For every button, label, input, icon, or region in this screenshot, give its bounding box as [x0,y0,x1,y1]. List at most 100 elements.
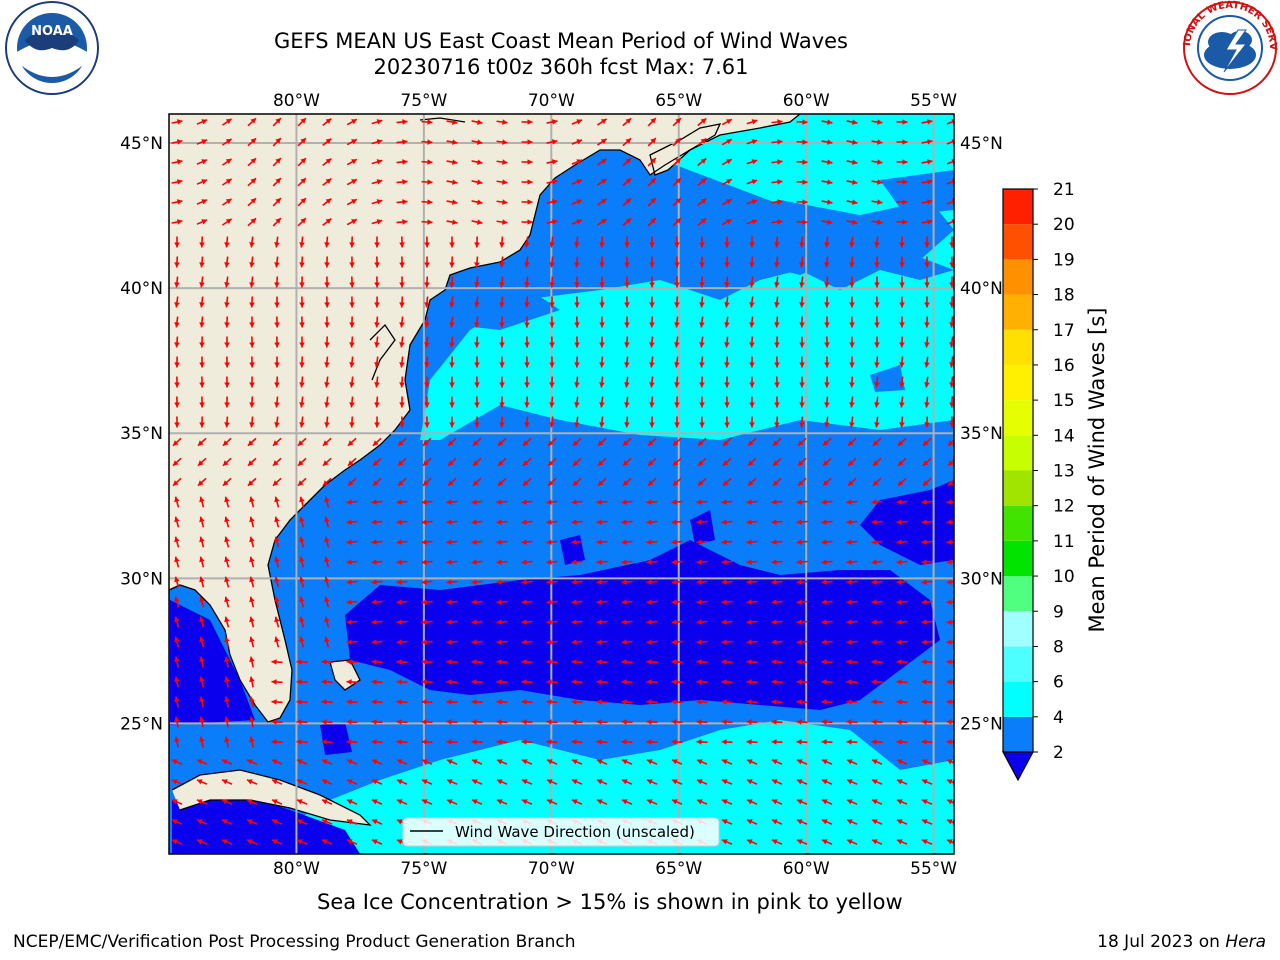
wave-arrow [199,336,205,348]
wave-arrow [824,376,830,388]
wave-arrow [946,819,954,825]
wave-arrow [222,457,232,467]
wave-arrow [424,316,430,328]
wave-arrow [897,477,907,487]
wave-arrow [799,316,805,328]
wave-arrow [421,799,433,805]
wave-arrow [546,199,558,205]
lon-tick-label: 75°W [400,91,447,111]
wave-arrow [721,779,733,785]
colorbar-segment [1003,540,1033,577]
wave-arrow [649,236,655,248]
wave-arrow [324,536,330,548]
wave-arrow [771,799,783,805]
wave-arrow [674,236,680,248]
colorbar-tick-label: 8 [1053,637,1064,657]
wave-arrow [821,199,833,205]
wave-arrow [421,739,433,745]
wave-arrow [746,139,758,145]
wave-arrow [749,296,755,308]
wave-arrow [796,679,808,685]
wave-arrow [596,779,608,785]
wave-arrow [174,496,180,508]
wave-arrow [671,679,683,685]
wave-arrow [499,316,505,328]
wave-arrow [449,236,455,248]
wave-arrow [897,457,907,467]
wave-arrow [749,336,755,348]
wave-arrow [249,636,255,648]
wave-arrow [796,519,808,525]
colorbar-tick-label: 20 [1053,215,1075,235]
wave-arrow [821,219,833,225]
wave-arrow [596,619,608,625]
wave-arrow [621,739,633,745]
wave-arrow [647,477,657,487]
wave-arrow [299,616,305,628]
wave-arrow [174,536,180,548]
wave-arrow [446,139,458,145]
wave-arrow [674,356,680,368]
wave-arrow [474,256,480,268]
wave-arrow [322,217,332,227]
wave-arrow [696,759,708,765]
wave-arrow [471,699,483,705]
wave-arrow [846,739,858,745]
wave-arrow [621,799,633,805]
wave-arrow [346,679,358,685]
wave-arrow [896,579,908,585]
wave-arrow [471,219,483,225]
wave-arrow [247,157,257,167]
wave-arrow [822,457,832,467]
wave-arrow [222,477,232,487]
wave-arrow [621,539,633,545]
wave-arrow [646,519,658,525]
wave-arrow [571,519,583,525]
wave-arrow [249,376,255,388]
wave-arrow [371,779,383,785]
wave-arrow [371,219,383,225]
wave-arrow [596,599,608,605]
wave-arrow [521,639,533,645]
wave-arrow [796,139,808,145]
wave-arrow [371,819,383,825]
wave-arrow [622,197,632,207]
footer-credit: NCEP/EMC/Verification Post Processing Pr… [13,932,576,952]
lon-tick-label: 80°W [273,91,320,111]
wave-arrow [449,396,455,408]
wave-arrow [346,699,358,705]
wave-arrow [249,716,255,728]
wave-arrow [497,457,507,467]
wave-arrow [397,457,407,467]
wave-arrow [222,138,232,146]
wave-arrow [421,699,433,705]
wave-arrow [346,579,358,585]
wave-arrow [596,499,608,505]
wave-arrow [274,636,280,648]
wave-arrow [271,679,283,685]
wave-arrow [247,457,257,467]
wave-arrow [247,137,257,147]
wave-arrow [646,679,658,685]
wave-arrow [496,559,508,565]
wave-arrow [346,198,358,206]
nws-logo: NATIONAL WEATHER SERVICE [0,0,1278,95]
wave-arrow [574,296,580,308]
wave-arrow [174,676,180,688]
wave-arrow [846,819,858,825]
wave-arrow [799,356,805,368]
wave-arrow [949,296,954,308]
wave-arrow [546,739,558,745]
wave-arrow [321,779,333,785]
wave-arrow [821,699,833,705]
wave-arrow [222,178,232,186]
wave-arrow [697,197,707,207]
wave-arrow [824,356,830,368]
wave-arrow [446,619,458,625]
wave-arrow [424,416,430,428]
wave-arrow [599,296,605,308]
wave-arrow [899,416,905,428]
wave-arrow [174,596,180,608]
wave-arrow [496,799,508,805]
wave-arrow [571,499,583,505]
